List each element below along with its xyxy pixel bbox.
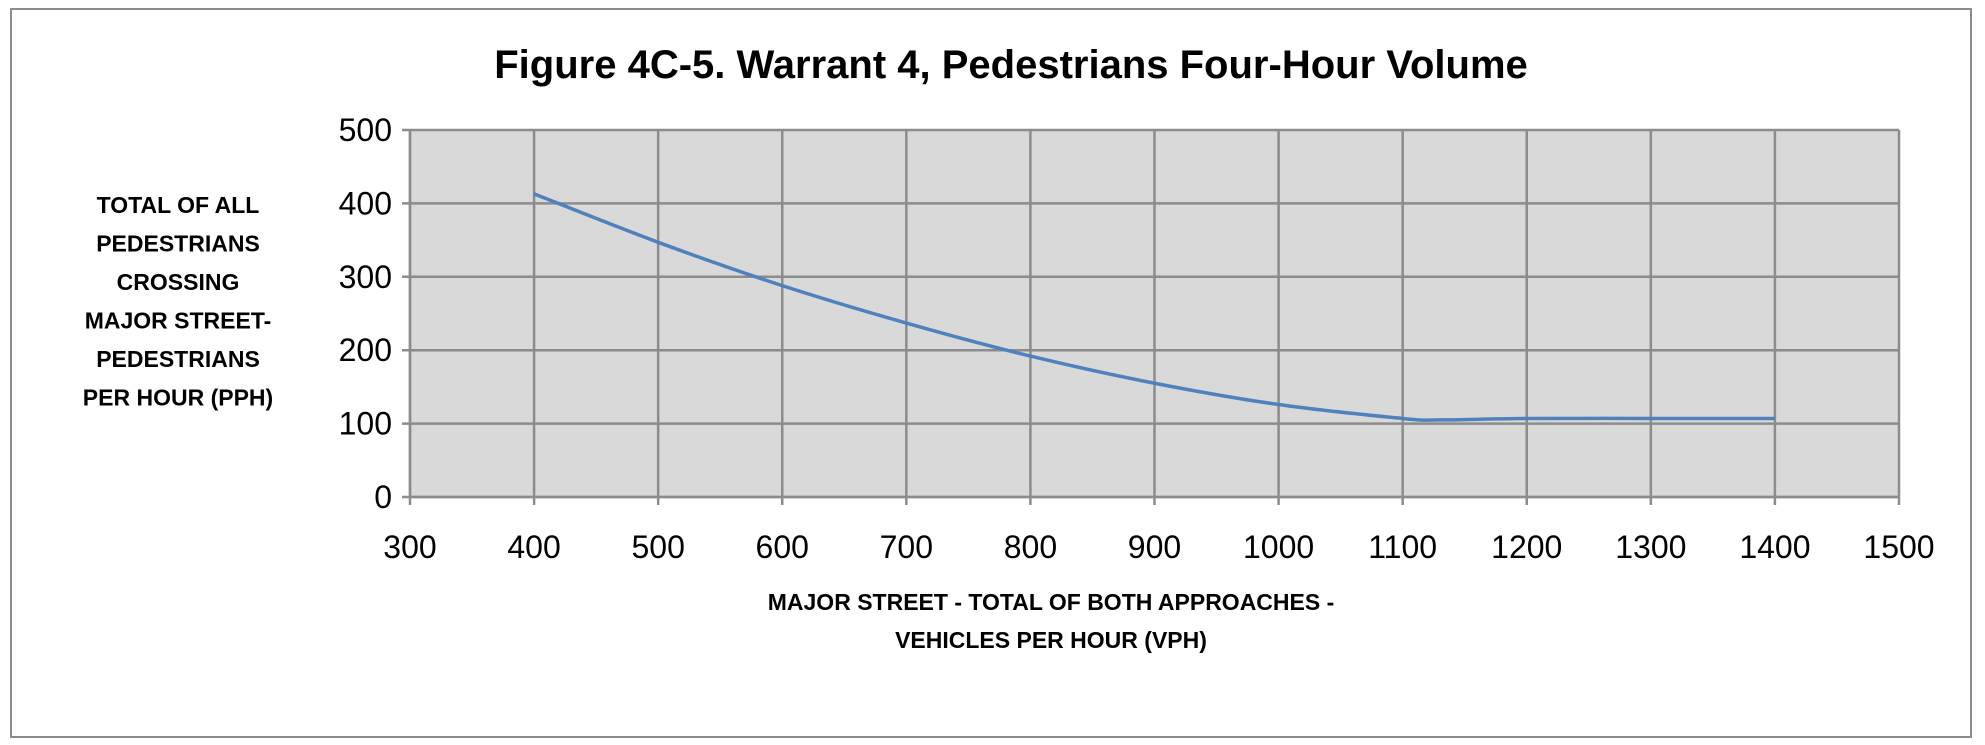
series-line [533,192,1775,422]
x-tick-label: 300 [383,529,436,565]
y-tick-label: 0 [374,479,392,515]
x-axis-label-line: VEHICLES PER HOUR (VPH) [895,627,1207,653]
x-tick-label: 900 [1128,529,1181,565]
y-tick-label: 200 [339,332,392,368]
x-tick-label: 1400 [1739,529,1810,565]
x-tick-label: 1300 [1615,529,1686,565]
x-tick-label: 600 [756,529,809,565]
y-tick-label: 100 [339,406,392,442]
x-axis-ticks: 300 400 500 600 700 800 900 1000 1100 1200 1300 140… [383,529,1934,565]
x-tick-label: 1200 [1491,529,1562,565]
x-axis-label-line: MAJOR STREET - TOTAL OF BOTH APPROACHES … [768,589,1335,615]
axes [408,130,1899,499]
y-axis-ticks: 0 100 200 300 400 500 [339,112,392,515]
y-axis-label-line: PEDESTRIANS [96,231,260,257]
y-axis-label-line: PER HOUR (PPH) [83,385,273,411]
y-axis-label-line: CROSSING [117,269,240,295]
x-tick-label: 1100 [1368,529,1437,565]
x-tick-label: 1500 [1863,529,1934,565]
vertical-gridlines [408,130,1901,505]
x-tick-label: 500 [631,529,684,565]
y-axis-label: TOTAL OF ALL PEDESTRIANS CROSSING MAJOR STR… [83,192,273,411]
y-axis-label-line: PEDESTRIANS [96,346,260,372]
y-tick-label: 500 [339,112,392,148]
chart-title: Figure 4C-5. Warrant 4, Pedestrians Four… [494,43,1528,87]
y-axis-label-line: TOTAL OF ALL [97,192,260,218]
y-axis-label-line: MAJOR STREET- [85,308,272,334]
x-tick-label: 700 [880,529,933,565]
x-tick-label: 1000 [1243,529,1314,565]
x-tick-label: 400 [507,529,560,565]
x-tick-label: 800 [1004,529,1057,565]
series-group [533,192,1775,422]
x-axis-label: MAJOR STREET - TOTAL OF BOTH APPROACHES … [768,589,1335,653]
y-tick-label: 400 [339,185,392,221]
y-tick-label: 300 [339,259,392,295]
